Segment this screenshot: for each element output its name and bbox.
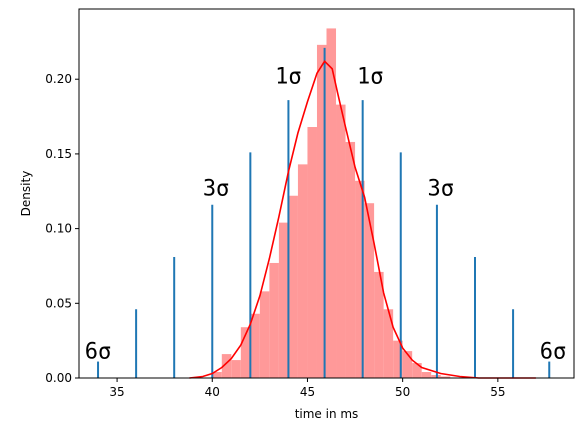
histogram-bar-12 bbox=[326, 28, 337, 379]
histogram-bar-20 bbox=[402, 351, 413, 378]
axes-layer: 35 40 45 50 55 0.00 0.05 0.10 0.15 0.20 bbox=[45, 8, 575, 399]
y-tick-label-3: 0.15 bbox=[45, 147, 72, 161]
histogram-bar-19 bbox=[393, 340, 403, 378]
histogram-bar-22 bbox=[421, 372, 432, 378]
histogram-bar-13 bbox=[336, 104, 346, 379]
histogram-bar-14 bbox=[345, 141, 356, 378]
histogram-bar-2 bbox=[231, 360, 241, 378]
histogram-bar-5 bbox=[259, 291, 270, 378]
annotation-layer: 1σ 1σ 3σ 3σ 6σ 6σ bbox=[85, 65, 567, 365]
histogram-bar-6 bbox=[269, 262, 279, 378]
histogram-bar-7 bbox=[278, 222, 289, 378]
y-tick-label-4: 0.20 bbox=[45, 72, 72, 86]
y-tick-label-0: 0.00 bbox=[45, 371, 72, 385]
x-tick-label-1: 40 bbox=[205, 385, 220, 399]
kde-layer bbox=[189, 60, 536, 379]
histogram-bar-0 bbox=[212, 372, 222, 378]
x-axis-label: time in ms bbox=[295, 407, 359, 421]
x-tick-label-2: 45 bbox=[300, 385, 315, 399]
x-tick-label-3: 50 bbox=[395, 385, 410, 399]
histogram-bar-1 bbox=[221, 354, 232, 378]
kde-curve bbox=[189, 60, 536, 379]
histogram-bar-16 bbox=[364, 203, 375, 378]
sigma-lines-layer bbox=[97, 47, 551, 378]
histogram-bar-3 bbox=[240, 327, 251, 378]
sigma-annotation-4: 6σ bbox=[85, 340, 112, 365]
histogram-bar-10 bbox=[307, 127, 317, 379]
x-tick-label-4: 55 bbox=[490, 385, 505, 399]
x-tick-label-0: 35 bbox=[109, 385, 124, 399]
histogram-bar-18 bbox=[383, 309, 394, 378]
plot-frame bbox=[78, 8, 575, 379]
y-tick-label-2: 0.10 bbox=[45, 222, 72, 236]
histogram-layer bbox=[212, 28, 451, 379]
histogram-bar-24 bbox=[440, 376, 451, 378]
sigma-annotation-0: 1σ bbox=[275, 65, 302, 90]
sigma-annotation-1: 1σ bbox=[357, 65, 384, 90]
histogram-bar-11 bbox=[316, 44, 327, 379]
histogram-bar-17 bbox=[374, 271, 384, 378]
histogram-bar-21 bbox=[412, 363, 422, 378]
sigma-annotation-3: 3σ bbox=[427, 177, 454, 202]
histogram-bar-4 bbox=[250, 313, 260, 378]
sigma-annotation-2: 3σ bbox=[203, 177, 230, 202]
histogram-bar-8 bbox=[288, 195, 298, 378]
y-tick-label-1: 0.05 bbox=[45, 296, 72, 310]
sigma-annotation-5: 6σ bbox=[540, 340, 567, 365]
histogram-bar-15 bbox=[355, 180, 365, 378]
histogram-bar-9 bbox=[297, 164, 308, 378]
y-axis-label: Density bbox=[19, 171, 33, 217]
